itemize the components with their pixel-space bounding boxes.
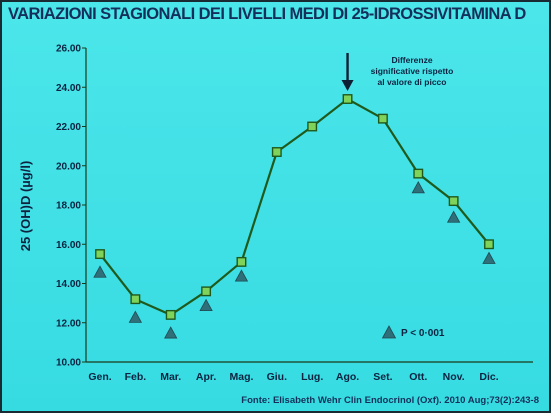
x-tick-label: Apr. (196, 371, 217, 383)
data-point-square (484, 239, 494, 250)
x-tick-label: Nov. (443, 371, 465, 383)
legend: P < 0·001 (381, 325, 445, 339)
x-tick-label: Dic. (479, 371, 498, 383)
y-tick-label: 14.00 (56, 279, 81, 290)
y-tick-label: 22.00 (56, 122, 81, 133)
y-axis-label: 25 (OH)D (µg/l) (18, 161, 33, 252)
legend-triangle-icon (381, 325, 397, 339)
y-tick-label: 12.00 (56, 318, 81, 329)
significance-triangle (199, 298, 213, 311)
significance-triangle (482, 251, 496, 264)
x-tick-label: Set. (373, 371, 392, 383)
x-tick-label: Giu. (267, 371, 287, 383)
annotation-line-1: Differenze (391, 55, 432, 65)
annotation-line-2: significative rispetto (371, 66, 454, 76)
significance-triangle (411, 181, 425, 194)
y-tick-label: 16.00 (56, 240, 81, 251)
data-point-square (413, 168, 424, 179)
significance-triangle (164, 326, 178, 339)
y-tick-label: 18.00 (56, 201, 81, 212)
y-tick-label: 24.00 (56, 83, 81, 94)
y-ticks: 10.00 12.00 14.00 16.00 18.00 20.00 22.00 24.00… (56, 44, 86, 369)
data-point-square (307, 121, 318, 132)
x-tick-label: Mar. (160, 371, 181, 383)
significance-markers (93, 181, 496, 339)
y-tick-label: 10.00 (56, 358, 81, 369)
significance-triangle (234, 269, 249, 282)
data-point-square (95, 249, 105, 260)
page-title: VARIAZIONI STAGIONALI DEI LIVELLI MEDI D… (8, 5, 526, 23)
y-tick-label: 26.00 (56, 44, 81, 55)
source-citation: Fonte: Elisabeth Wehr Clin Endocrinol (O… (241, 395, 539, 406)
data-point-square (201, 286, 212, 297)
x-tick-label: Ott. (409, 371, 427, 383)
peak-arrow-head (341, 80, 354, 92)
annotation-line-3: al valore di picco (378, 77, 447, 87)
data-point-square (130, 294, 141, 305)
y-tick-label: 20.00 (56, 161, 81, 172)
x-categories: Gen. Feb. Mar. Apr. Mag. Giu. Lug. Ago. Set. Ott.… (88, 371, 498, 383)
x-tick-label: Gen. (88, 371, 111, 383)
significance-triangle (93, 265, 107, 278)
peak-annotation: Differenze significative rispetto al val… (341, 53, 454, 92)
x-tick-label: Mag. (229, 371, 253, 383)
legend-label: P < 0·001 (401, 328, 445, 339)
data-point-square (271, 147, 282, 157)
data-point-square (342, 94, 353, 104)
x-tick-label: Lug. (301, 371, 323, 383)
significance-triangle (446, 210, 461, 223)
significance-triangle (128, 310, 143, 323)
x-tick-label: Ago. (336, 371, 359, 383)
data-point-square (236, 256, 247, 267)
series-line (99, 97, 490, 317)
series-markers (95, 94, 494, 320)
x-tick-label: Feb. (125, 371, 147, 383)
data-point-square (377, 113, 388, 124)
data-point-square (165, 309, 176, 320)
data-point-square (448, 196, 459, 207)
